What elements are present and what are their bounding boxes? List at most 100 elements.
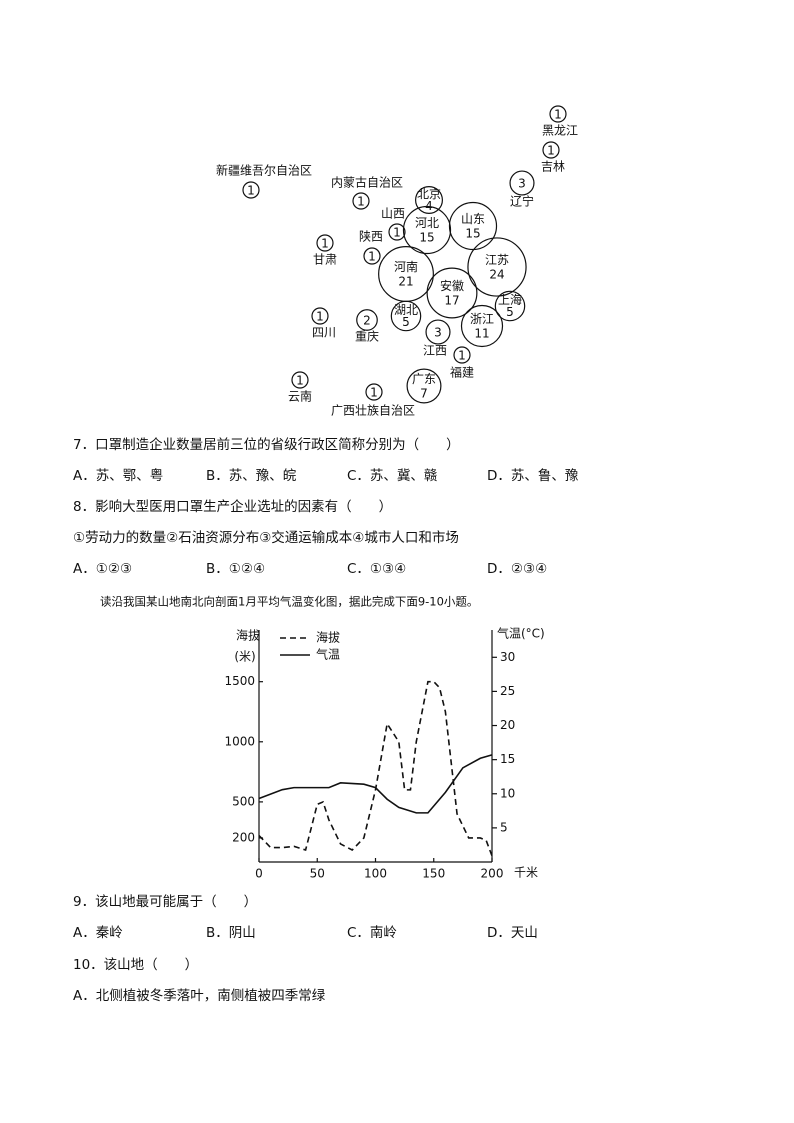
bubble-value: 1 [393, 226, 401, 240]
bubble-value: 1 [458, 349, 466, 363]
x-tick-label: 0 [255, 867, 263, 881]
y-tick-label: 200 [232, 830, 255, 844]
bubble-value: 1 [316, 310, 324, 324]
bubble [453, 346, 471, 364]
y-axis-unit: (米) [234, 650, 255, 664]
province-name: 新疆维吾尔自治区 [216, 163, 312, 178]
province-name: 四川 [312, 326, 336, 340]
option: A．苏、鄂、粤 [73, 468, 163, 484]
question-stem: 10．该山地（ ） [73, 957, 198, 973]
province-name: 河南 [394, 259, 418, 274]
bubble-value: 1 [368, 250, 376, 264]
province-name: 湖北 [394, 302, 418, 317]
bubble [402, 205, 452, 255]
option: D．②③④ [487, 561, 547, 577]
bubble [291, 371, 309, 389]
y2-tick-label: 15 [500, 752, 515, 766]
option: C．苏、冀、赣 [347, 468, 438, 484]
bubble-value: 1 [321, 237, 329, 251]
option: C．南岭 [347, 925, 397, 941]
y2-tick-label: 20 [500, 718, 515, 732]
bubble [542, 141, 560, 159]
bubble [363, 247, 381, 265]
bubble-value: 24 [489, 267, 504, 281]
bubble [467, 237, 527, 297]
question-stem: 9．该山地最可能属于（ ） [73, 894, 257, 910]
series-line [258, 680, 493, 857]
chart-intro: 读沿我国某山地南北向剖面1月平均气温变化图，据此完成下面9-10小题。 [100, 595, 478, 609]
option: D．天山 [487, 925, 538, 941]
y-tick-label: 500 [232, 794, 255, 808]
option: B．阴山 [206, 925, 256, 941]
y2-tick-label: 30 [500, 650, 515, 664]
x-tick-label: 100 [364, 867, 387, 881]
bubble [426, 267, 478, 319]
province-name: 云南 [288, 389, 312, 404]
x-tick-label: 150 [422, 867, 445, 881]
province-name: 内蒙古自治区 [331, 175, 403, 190]
bubble-value: 1 [247, 184, 255, 198]
y-axis-label: 海拔 [236, 628, 260, 643]
option: C．①③④ [347, 561, 406, 577]
province-name: 辽宁 [510, 194, 534, 209]
bubble [448, 201, 498, 251]
province-name: 山东 [461, 212, 485, 226]
province-name: 河北 [415, 216, 439, 230]
option: B．①②④ [206, 561, 265, 577]
y2-tick-label: 25 [500, 684, 515, 698]
question-stem: 8．影响大型医用口罩生产企业选址的因素有（ ） [73, 498, 392, 515]
bubble-value: 15 [419, 230, 434, 244]
province-name: 浙江 [470, 312, 494, 326]
province-name: 广东 [412, 372, 436, 386]
bubble [365, 383, 383, 401]
province-name: 吉林 [541, 160, 565, 174]
bubble-value: 5 [402, 315, 410, 329]
question-stem: 7．口罩制造企业数量居前三位的省级行政区简称分别为（ ） [73, 436, 460, 453]
series-line [258, 754, 493, 814]
legend-label: 气温 [316, 647, 340, 662]
bubble [415, 186, 444, 215]
province-name: 广西壮族自治区 [331, 404, 415, 418]
y2-tick-label: 5 [500, 820, 508, 834]
y2-axis-label: 气温(°C) [497, 626, 545, 641]
y-tick-label: 1000 [224, 734, 255, 748]
option: A．秦岭 [73, 925, 123, 941]
bubble [549, 105, 567, 123]
x-tick-label: 200 [481, 867, 504, 881]
bubble-value: 21 [398, 274, 413, 288]
option: B．苏、豫、皖 [206, 468, 297, 484]
bubble-value: 3 [518, 177, 526, 191]
x-axis-label: 千米 [514, 866, 538, 880]
province-name: 甘肃 [313, 253, 337, 267]
bubble-value: 1 [296, 374, 304, 388]
bubble [316, 234, 334, 252]
province-name: 安徽 [440, 278, 464, 293]
province-name: 北京 [417, 187, 441, 201]
x-tick-label: 50 [310, 867, 325, 881]
province-name: 江西 [423, 344, 447, 358]
bubble-value: 17 [444, 293, 459, 307]
bubble-value: 1 [547, 144, 555, 158]
province-name: 上海 [498, 292, 522, 307]
province-name: 山西 [381, 207, 405, 221]
bubble-value: 1 [370, 386, 378, 400]
bubble-value: 7 [420, 386, 428, 400]
bubble-value: 11 [474, 326, 489, 340]
bubble [311, 307, 329, 325]
bubble [460, 304, 504, 348]
bubble-value: 15 [465, 226, 480, 240]
bubble-value: 5 [506, 305, 514, 319]
bubble [356, 309, 378, 331]
legend-label: 海拔 [316, 630, 340, 645]
bubble [425, 319, 451, 345]
bubble [494, 290, 526, 322]
province-name: 黑龙江 [542, 124, 578, 138]
statements: ①劳动力的数量②石油资源分布③交通运输成本④城市人口和市场 [73, 529, 459, 546]
province-name: 江苏 [485, 253, 509, 267]
bubble [242, 181, 260, 199]
bubble-value: 3 [434, 326, 442, 340]
province-name: 福建 [450, 365, 474, 380]
bubble [406, 368, 442, 404]
